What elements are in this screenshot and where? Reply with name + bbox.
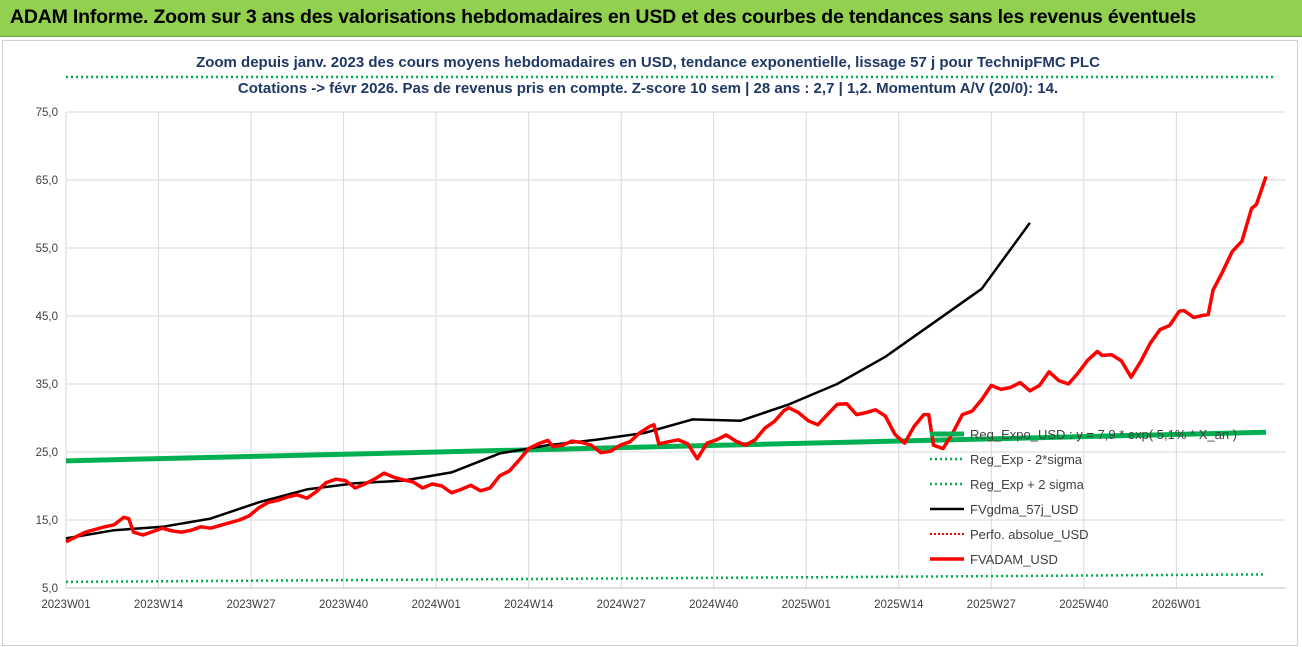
- y-tick-label: 75,0: [36, 107, 58, 119]
- legend-label: Reg_Exp - 2*sigma: [970, 452, 1083, 467]
- series-reg-minus-2sigma: [65, 573, 1267, 584]
- x-tick-label: 2023W01: [41, 599, 90, 611]
- report-banner: ADAM Informe. Zoom sur 3 ans des valoris…: [0, 0, 1302, 37]
- axes: 5,0 15,0 25,0 35,0 45,0 55,0 65,0 75,0 2023W01 20…: [36, 107, 1286, 611]
- x-tick-label: 2025W40: [1059, 599, 1108, 611]
- chart-title: Zoom depuis janv. 2023 des cours moyens …: [196, 54, 1100, 71]
- y-tick-label: 15,0: [36, 515, 58, 527]
- series-reg-expo: [65, 429, 1267, 464]
- x-tick-label: 2023W40: [319, 599, 368, 611]
- chart-area: [2, 40, 1298, 646]
- y-tick-label: 55,0: [36, 243, 58, 255]
- y-tick-label: 45,0: [36, 311, 58, 323]
- series-fvadam: [65, 176, 1268, 544]
- x-tick-label: 2025W01: [782, 599, 831, 611]
- legend-label: FVADAM_USD: [970, 552, 1058, 567]
- x-tick-label: 2024W27: [597, 599, 646, 611]
- x-tick-label: 2026W01: [1152, 599, 1201, 611]
- x-tick-label: 2024W01: [412, 599, 461, 611]
- series-fvgdma: [65, 222, 1031, 540]
- x-tick-label: 2024W14: [504, 599, 554, 611]
- legend-label: Reg_Expo_USD : y = 7,9 * exp( 5,1% * X_a…: [970, 427, 1237, 442]
- x-tick-label: 2025W14: [874, 599, 924, 611]
- y-tick-label: 65,0: [36, 175, 58, 187]
- x-tick-label: 2024W40: [689, 599, 738, 611]
- chart-subtitle: Cotations -> févr 2026. Pas de revenus p…: [238, 80, 1058, 97]
- report-title: ADAM Informe. Zoom sur 3 ans des valoris…: [10, 6, 1197, 28]
- legend-label: FVgdma_57j_USD: [970, 502, 1078, 517]
- legend-label: Reg_Exp + 2 sigma: [970, 477, 1085, 492]
- y-tick-label: 5,0: [42, 583, 58, 595]
- series-layer: [65, 75, 1276, 584]
- legend-label: Perfo. absolue_USD: [970, 527, 1089, 542]
- y-tick-label: 25,0: [36, 447, 58, 459]
- x-tick-label: 2023W14: [134, 599, 184, 611]
- x-tick-label: 2025W27: [967, 599, 1016, 611]
- y-tick-label: 35,0: [36, 379, 58, 391]
- x-tick-label: 2023W27: [226, 599, 275, 611]
- legend: Reg_Expo_USD : y = 7,9 * exp( 5,1% * X_a…: [930, 427, 1237, 567]
